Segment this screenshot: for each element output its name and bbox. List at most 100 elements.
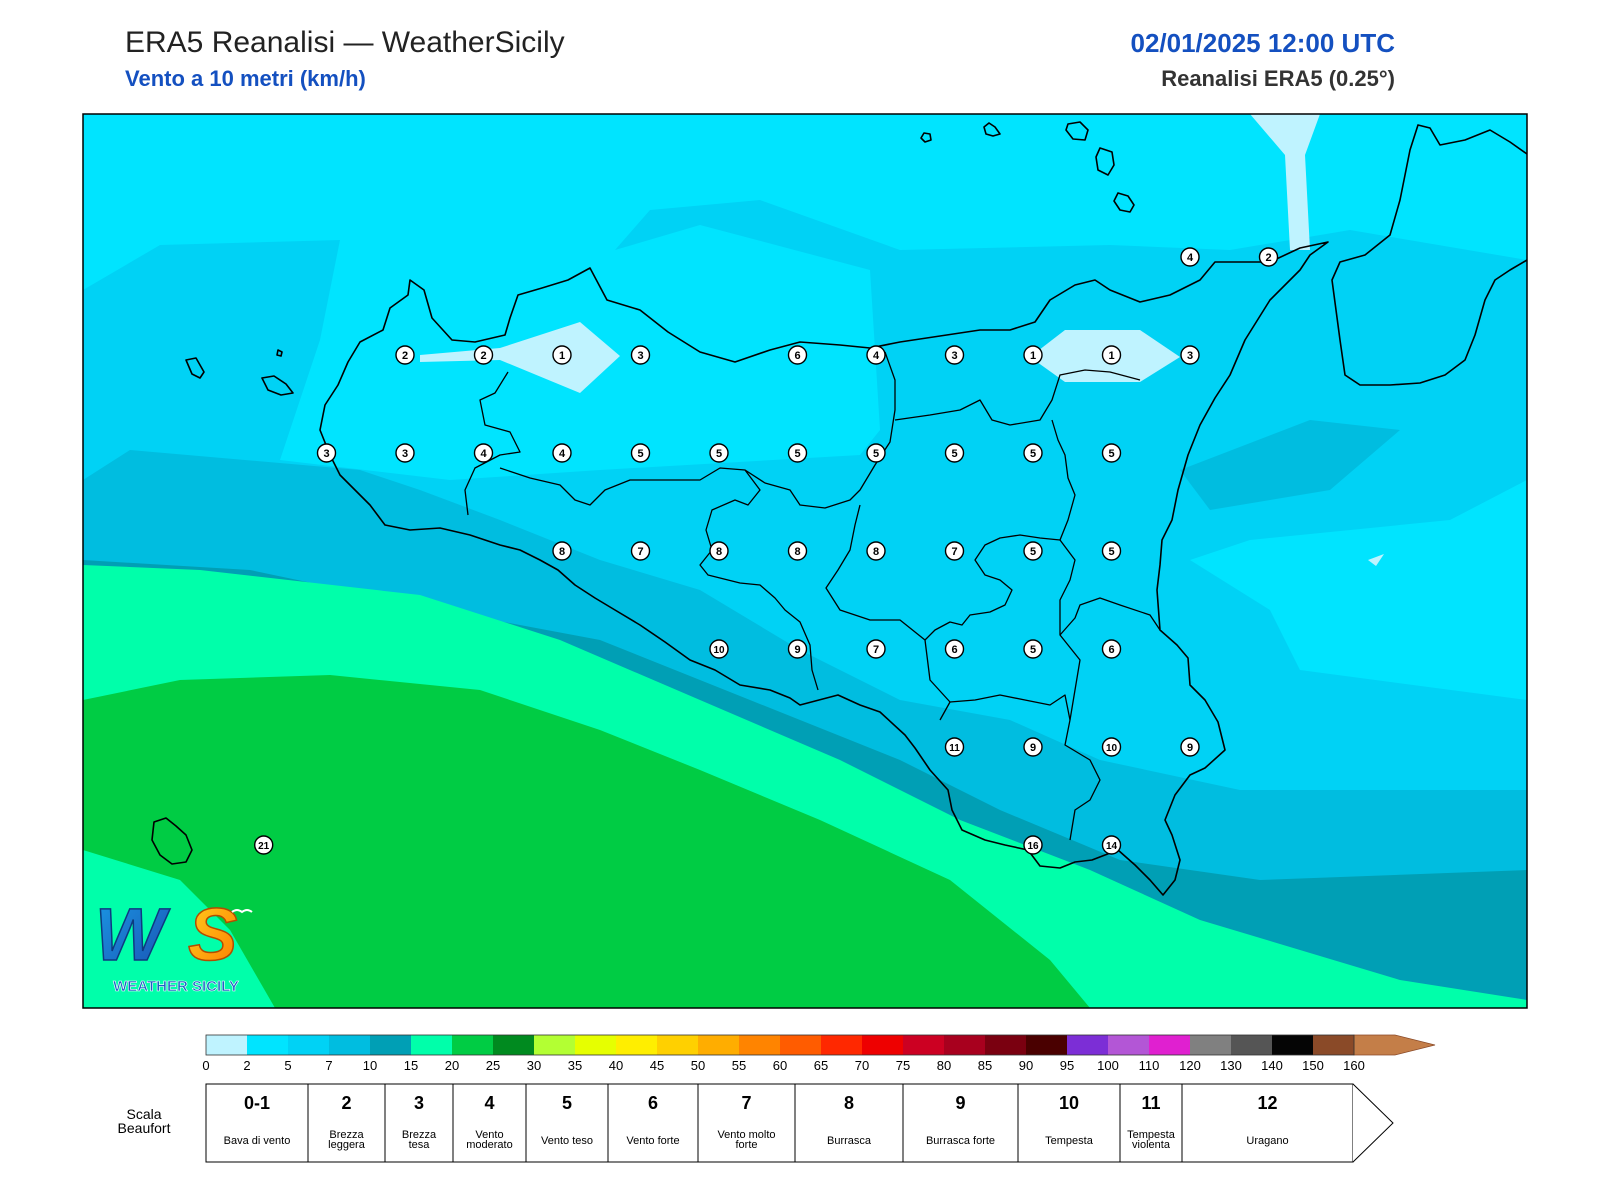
colorbar-swatch xyxy=(616,1035,657,1055)
wind-label-circle xyxy=(787,443,808,463)
wind-value-label: 1 xyxy=(1101,345,1122,365)
beaufort-number: 0-1 xyxy=(244,1093,270,1113)
beaufort-number: 10 xyxy=(1059,1093,1079,1113)
wind-label-text: 5 xyxy=(637,448,643,460)
wind-value-label: 10 xyxy=(709,639,729,659)
wind-label-circle xyxy=(709,443,729,463)
wind-label-circle xyxy=(1023,737,1043,757)
beaufort-cell xyxy=(384,1083,454,1163)
colorbar-tick-label: 120 xyxy=(1179,1058,1201,1073)
wind-label-text: 5 xyxy=(873,448,879,460)
colorbar-tick-label: 85 xyxy=(978,1058,992,1073)
beaufort-description: Uragano xyxy=(1246,1135,1288,1147)
wind-label-circle xyxy=(316,443,337,463)
wind-value-label: 3 xyxy=(395,443,415,463)
colorbar-tick-label: 80 xyxy=(937,1058,951,1073)
beaufort-cell xyxy=(697,1083,796,1163)
wind-value-label: 2 xyxy=(395,345,415,365)
wind-label-circle xyxy=(630,443,651,463)
colorbar-frame xyxy=(205,1034,1355,1056)
colorbar-swatch xyxy=(1026,1035,1067,1055)
wind-label-circle xyxy=(787,541,808,561)
beaufort-description: Brezza xyxy=(402,1129,437,1141)
beaufort-description: moderato xyxy=(466,1139,512,1151)
wind-label-circle xyxy=(1101,737,1122,757)
colorbar-tick-label: 5 xyxy=(284,1058,291,1073)
wind-label-circle xyxy=(709,541,729,561)
wind-label-text: 5 xyxy=(1030,448,1036,460)
logo-caption: WEATHER SICILY xyxy=(113,978,239,995)
colorbar-swatch xyxy=(288,1035,329,1055)
wind-label-text: 4 xyxy=(559,448,566,460)
colorbar-swatch xyxy=(493,1035,534,1055)
wind-label-circle xyxy=(1101,835,1122,855)
wind-label-circle xyxy=(1180,737,1200,757)
wind-label-circle xyxy=(1258,247,1279,267)
wind-value-label: 7 xyxy=(630,541,651,561)
wind-label-circle xyxy=(1023,345,1043,365)
beaufort-description: Tempesta xyxy=(1127,1129,1176,1141)
colorbar-tick-label: 100 xyxy=(1097,1058,1119,1073)
wind-label-text: 5 xyxy=(1108,448,1114,460)
wind-label-circle xyxy=(944,737,965,757)
wind-label-circle xyxy=(1101,443,1122,463)
colorbar-swatch xyxy=(1190,1035,1231,1055)
wind-band-calm-ionian xyxy=(1368,554,1384,566)
beaufort-description: Bava di vento xyxy=(224,1135,291,1147)
beaufort-number: 11 xyxy=(1141,1093,1160,1113)
colorbar-swatch xyxy=(575,1035,616,1055)
wind-value-label: 8 xyxy=(709,541,729,561)
wind-label-circle xyxy=(1023,541,1043,561)
colorbar-swatch xyxy=(1231,1035,1272,1055)
wind-label-text: 2 xyxy=(1265,252,1271,264)
beaufort-description: Burrasca xyxy=(827,1135,872,1147)
wind-value-label: 5 xyxy=(1023,541,1043,561)
wind-value-label: 3 xyxy=(630,345,651,365)
wind-value-label: 9 xyxy=(1180,737,1200,757)
wind-label-text: 9 xyxy=(1030,742,1036,754)
colorbar-swatch xyxy=(247,1035,288,1055)
colorbar-swatch xyxy=(1313,1035,1354,1055)
wind-label-text: 21 xyxy=(258,841,270,852)
colorbar-tick-label: 50 xyxy=(691,1058,705,1073)
colorbar-tick-label: 10 xyxy=(363,1058,377,1073)
wind-label-text: 4 xyxy=(1187,252,1194,264)
wind-label-circle xyxy=(1023,835,1043,855)
wind-label-text: 6 xyxy=(951,644,957,656)
wind-labels: 2 2 1 3 6 4 3 1 1 33 3 4 4 5 5 5 5 5 5 58 7 8 8 8 7 5 510 9 7 6 5 611 9 1… xyxy=(254,247,1279,855)
wind-value-label: 16 xyxy=(1023,835,1043,855)
wind-label-circle xyxy=(866,345,886,365)
wind-label-text: 8 xyxy=(873,546,879,558)
wind-label-text: 8 xyxy=(716,546,722,558)
wind-value-label: 8 xyxy=(787,541,808,561)
colorbar-tick-label: 70 xyxy=(855,1058,869,1073)
colorbar-swatch xyxy=(411,1035,452,1055)
beaufort-description: Vento xyxy=(475,1129,503,1141)
colorbar-tick-label: 15 xyxy=(404,1058,418,1073)
colorbar-swatch xyxy=(944,1035,985,1055)
wind-label-text: 5 xyxy=(1030,644,1036,656)
colorbar-swatch xyxy=(452,1035,493,1055)
wind-value-label: 14 xyxy=(1101,835,1122,855)
beaufort-number: 12 xyxy=(1257,1093,1277,1113)
wind-label-circle xyxy=(1180,247,1200,267)
colorbar-swatch xyxy=(739,1035,780,1055)
wind-value-label: 7 xyxy=(866,639,886,659)
beaufort-cell xyxy=(1119,1083,1183,1163)
beaufort-number: 7 xyxy=(741,1093,751,1113)
wind-label-circle xyxy=(254,835,274,855)
wind-value-label: 5 xyxy=(787,443,808,463)
wind-label-text: 3 xyxy=(1187,350,1193,362)
wind-label-text: 5 xyxy=(1030,546,1036,558)
colorbar-swatch xyxy=(1067,1035,1108,1055)
colorbar-tick-label: 20 xyxy=(445,1058,459,1073)
wind-label-text: 8 xyxy=(559,546,565,558)
wind-value-label: 10 xyxy=(1101,737,1122,757)
colorbar-swatch xyxy=(206,1035,247,1055)
colorbar-swatch xyxy=(534,1035,575,1055)
beaufort-cell xyxy=(1017,1083,1121,1163)
beaufort-title: Scala xyxy=(126,1106,161,1122)
colorbar-swatch xyxy=(821,1035,862,1055)
wind-label-circle xyxy=(473,345,494,365)
beaufort-description: tesa xyxy=(409,1139,431,1151)
